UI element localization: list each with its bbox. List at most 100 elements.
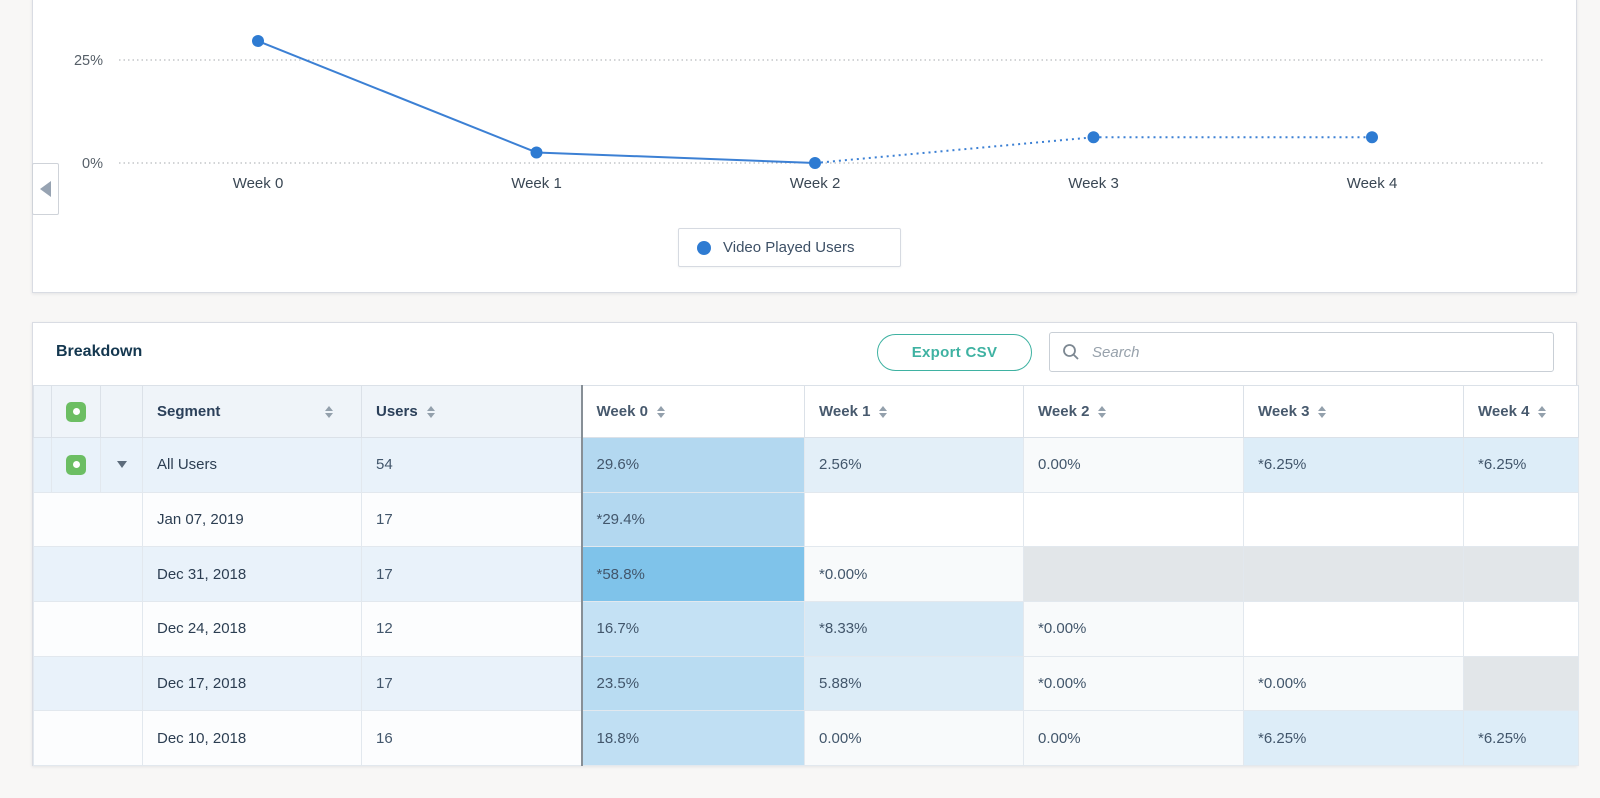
column-header-users[interactable]: Users (361, 385, 582, 438)
series-points[interactable] (252, 35, 1378, 169)
search-icon (1063, 344, 1079, 360)
users-cell: 17 (361, 655, 582, 712)
gridlines (119, 59, 1544, 164)
sort-icon (1318, 405, 1327, 418)
segment-cell: Dec 31, 2018 (142, 546, 362, 603)
row-spacer-cell (33, 546, 143, 603)
week0-cell[interactable]: 18.8% (580, 710, 805, 767)
table-header-row: Segment Users Week 0 (33, 385, 1579, 438)
export-csv-label: Export CSV (911, 344, 998, 361)
week0-cell[interactable]: *29.4% (580, 491, 805, 548)
chevron-left-icon (40, 181, 51, 197)
week4-cell[interactable] (1463, 655, 1579, 712)
column-header-week2[interactable]: Week 2 (1023, 385, 1244, 438)
row-expand-cell[interactable] (100, 437, 143, 493)
segment-cell: Dec 10, 2018 (142, 710, 362, 767)
table-row-cohort: Jan 07, 2019 17 *29.4% (33, 491, 1579, 548)
week1-cell[interactable]: 0.00% (804, 710, 1024, 767)
expand-arrow-icon[interactable] (116, 461, 127, 469)
week0-cell[interactable]: 23.5% (580, 655, 805, 712)
header-expand-cell (100, 385, 143, 438)
week3-cell[interactable] (1243, 601, 1464, 657)
svg-text:Week 0: Week 0 (233, 175, 284, 192)
row-checkbox[interactable] (66, 454, 86, 475)
collapse-panel-button[interactable] (32, 163, 59, 215)
column-header-week1[interactable]: Week 1 (804, 385, 1024, 438)
series-line-dotted (814, 136, 1372, 164)
header-select-all-cell[interactable] (51, 385, 101, 438)
sort-icon (656, 405, 665, 418)
retention-chart[interactable]: 0% 25% Week 0 Week 1 Week 2 Week 3 Week 4 (33, 0, 1576, 291)
svg-text:0%: 0% (82, 156, 103, 172)
svg-text:Week 1: Week 1 (511, 175, 562, 192)
column-header-week4[interactable]: Week 4 (1463, 385, 1579, 438)
row-spacer-cell (33, 710, 143, 767)
week2-cell[interactable]: 0.00% (1023, 710, 1244, 767)
sort-icon (1098, 405, 1107, 418)
users-cell: 54 (361, 437, 582, 493)
week4-cell[interactable]: *6.25% (1463, 437, 1579, 493)
retention-chart-card: 0% 25% Week 0 Week 1 Week 2 Week 3 Week 4 Vid… (32, 0, 1577, 293)
week2-cell[interactable] (1023, 546, 1244, 603)
row-select-cell[interactable] (51, 437, 101, 493)
segment-cell: Jan 07, 2019 (142, 491, 362, 548)
export-csv-button[interactable]: Export CSV (877, 334, 1032, 371)
column-header-week3[interactable]: Week 3 (1243, 385, 1464, 438)
week3-cell[interactable]: *6.25% (1243, 437, 1464, 493)
users-cell: 17 (361, 546, 582, 603)
column-header-segment[interactable]: Segment (142, 385, 362, 438)
segment-cell: All Users (142, 437, 362, 493)
row-spacer-cell (33, 655, 143, 712)
week2-cell[interactable] (1023, 491, 1244, 548)
y-axis-labels: 0% 25% (74, 53, 103, 172)
week4-cell[interactable] (1463, 546, 1579, 603)
svg-text:Week 3: Week 3 (1068, 175, 1119, 192)
select-all-checkbox[interactable] (66, 401, 86, 422)
legend-label: Video Played Users (723, 239, 855, 256)
week3-cell[interactable] (1243, 491, 1464, 548)
breakdown-table: Segment Users Week 0 (33, 385, 1579, 767)
table-row-cohort: Dec 17, 2018 17 23.5% 5.88% *0.00% *0.00… (33, 655, 1579, 712)
search-input[interactable] (1090, 342, 1553, 362)
sort-icon (325, 405, 333, 418)
week3-cell[interactable]: *0.00% (1243, 655, 1464, 712)
week2-cell[interactable]: *0.00% (1023, 655, 1244, 712)
week2-cell[interactable]: *0.00% (1023, 601, 1244, 657)
row-spacer-cell (33, 491, 143, 548)
table-row-cohort: Dec 24, 2018 12 16.7% *8.33% *0.00% (33, 601, 1579, 657)
legend-dot (697, 240, 711, 255)
week0-cell[interactable]: *58.8% (580, 546, 805, 603)
series-line-solid (257, 40, 816, 164)
week4-cell[interactable]: *6.25% (1463, 710, 1579, 767)
search-box (1049, 332, 1554, 372)
week1-cell[interactable]: 2.56% (804, 437, 1024, 493)
week3-cell[interactable] (1243, 546, 1464, 603)
sort-icon (1538, 405, 1547, 418)
week2-cell[interactable]: 0.00% (1023, 437, 1244, 493)
users-cell: 17 (361, 491, 582, 548)
svg-text:Week 2: Week 2 (790, 175, 841, 192)
header-spacer-cell (33, 385, 52, 438)
week0-cell[interactable]: 16.7% (580, 601, 805, 657)
legend-item-video-played-users[interactable]: Video Played Users (678, 228, 901, 267)
sort-icon (426, 405, 435, 418)
week1-cell[interactable]: *0.00% (804, 546, 1024, 603)
segment-cell: Dec 24, 2018 (142, 601, 362, 657)
week1-cell[interactable]: 5.88% (804, 655, 1024, 712)
table-row-cohort: Dec 10, 2018 16 18.8% 0.00% 0.00% *6.25%… (33, 710, 1579, 767)
week0-cell[interactable]: 29.6% (580, 437, 805, 493)
breakdown-title: Breakdown (56, 343, 143, 360)
sort-icon (879, 405, 888, 418)
week1-cell[interactable]: *8.33% (804, 601, 1024, 657)
table-row-all-users: All Users 54 29.6% 2.56% 0.00% *6.25% *6… (33, 437, 1579, 493)
week1-cell[interactable] (804, 491, 1024, 548)
week4-cell[interactable] (1463, 491, 1579, 548)
segment-cell: Dec 17, 2018 (142, 655, 362, 712)
svg-text:Week 4: Week 4 (1347, 175, 1398, 192)
x-axis-labels: Week 0 Week 1 Week 2 Week 3 Week 4 (233, 175, 1398, 192)
week4-cell[interactable] (1463, 601, 1579, 657)
week3-cell[interactable]: *6.25% (1243, 710, 1464, 767)
users-cell: 12 (361, 601, 582, 657)
column-header-week0[interactable]: Week 0 (580, 385, 805, 438)
